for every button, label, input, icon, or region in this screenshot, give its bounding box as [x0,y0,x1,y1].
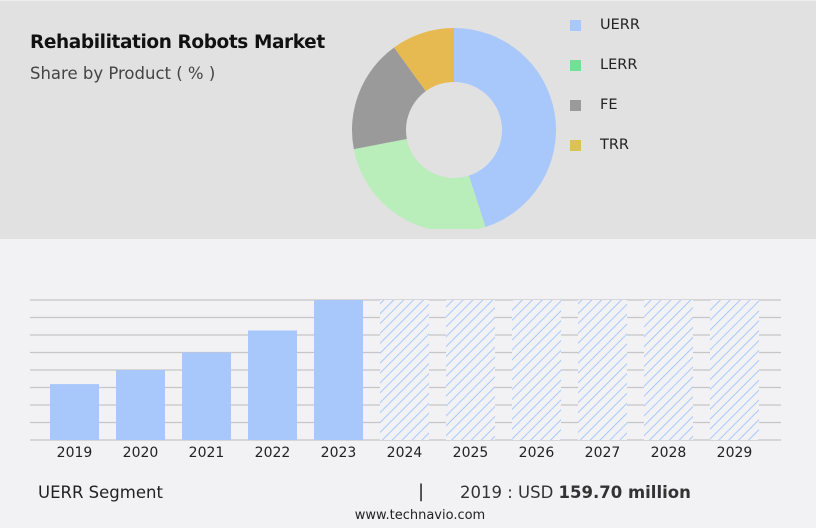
bars [50,300,759,440]
x-axis-label: 2020 [122,445,159,461]
segment-label: UERR Segment [38,483,163,502]
legend-swatch-icon [570,140,581,151]
chart-subtitle: Share by Product ( % ) [30,64,216,83]
bar-2025[interactable] [446,300,495,440]
bar-2020[interactable] [116,370,165,440]
x-axis-label: 2029 [716,445,753,461]
donut-slice-uerr[interactable] [454,28,557,228]
bar-2029[interactable] [710,300,759,440]
donut-slice-lerr[interactable] [353,138,486,232]
x-axis-label: 2022 [254,445,291,461]
bar-chart [30,299,781,441]
value-prefix: 2019 : USD [460,483,554,502]
bar-2019[interactable] [50,384,99,440]
bar-2023[interactable] [314,300,363,440]
legend-label: UERR [600,17,640,33]
legend-swatch-icon [570,100,581,111]
x-axis-label: 2024 [386,445,423,461]
x-axis-label: 2023 [320,445,357,461]
bar-2022[interactable] [248,330,297,440]
donut-slice-trr[interactable] [394,28,454,92]
bar-2024[interactable] [380,300,429,440]
chart-title: Rehabilitation Robots Market [30,32,325,53]
legend-swatch-icon [570,20,581,31]
value-amount: 159.70 million [558,483,691,502]
legend-label: FE [600,97,618,113]
donut-chart [352,28,557,232]
bar-2028[interactable] [644,300,693,440]
x-axis-label: 2021 [188,445,225,461]
x-axis-label: 2019 [56,445,93,461]
legend-label: TRR [600,137,630,153]
bar-2026[interactable] [512,300,561,440]
legend-label: LERR [600,57,638,73]
x-axis-label: 2027 [584,445,621,461]
x-axis-label: 2025 [452,445,489,461]
bar-2021[interactable] [182,352,231,441]
x-axis-label: 2028 [650,445,687,461]
source-url[interactable]: www.technavio.com [354,508,486,523]
x-axis-label: 2026 [518,445,555,461]
donut-panel: Rehabilitation Robots Market Share by Pr… [0,0,816,239]
donut-slice-fe[interactable] [352,47,426,150]
legend-swatch-icon [570,60,581,71]
bar-2027[interactable] [578,300,627,440]
segment-value: 2019 : USD 159.70 million [460,483,691,502]
footer-separator: | [418,481,425,502]
